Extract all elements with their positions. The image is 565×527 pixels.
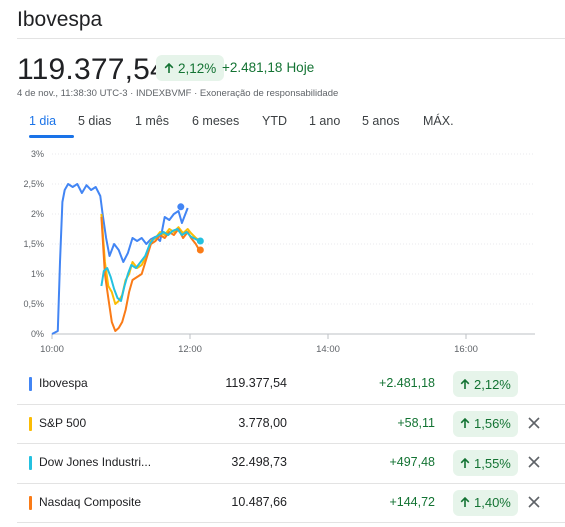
page-title: Ibovespa <box>17 8 103 31</box>
quote-timestamp: 4 de nov., 11:38:30 UTC-3 <box>17 88 128 99</box>
tab-ytd[interactable]: YTD <box>262 114 287 128</box>
title-divider <box>17 38 565 39</box>
series-color-marker <box>29 495 32 510</box>
intraday-chart[interactable]: 3% 2,5% 2% 1,5% 1% 0,5% 0% 10:00 12:00 14:00 16:00 <box>0 142 565 362</box>
exchange-label: INDEXBVMF <box>136 88 192 99</box>
x-tick-label: 10:00 <box>40 344 64 355</box>
y-tick-label: 3% <box>31 149 44 159</box>
tab-1-day[interactable]: 1 dia <box>29 114 57 128</box>
series-end-marker <box>196 237 204 245</box>
remove-comparison-icon[interactable] <box>525 414 543 432</box>
series-end-marker <box>196 246 204 254</box>
percent-change-badge: 2,12% <box>156 55 225 81</box>
arrow-up-icon <box>460 497 470 507</box>
arrow-up-icon <box>460 457 470 468</box>
comparison-table: Ibovespa 119.377,54 +2.481,18 2,12% S&P 500 3… <box>17 365 565 523</box>
instrument-value: 119.377,54 <box>225 376 287 390</box>
instrument-percent: 1,56% <box>474 416 511 431</box>
tab-5-years[interactable]: 5 anos <box>362 114 400 128</box>
tab-6-months[interactable]: 6 meses <box>192 114 240 128</box>
instrument-percent: 1,55% <box>474 455 511 471</box>
comparison-row[interactable]: Nasdaq Composite 10.487,66 +144,72 1,40% <box>17 484 565 523</box>
instrument-name: Dow Jones Industri... <box>39 455 152 469</box>
arrow-up-icon <box>460 378 470 389</box>
comparison-row[interactable]: S&P 500 3.778,00 +58,11 1,56% <box>17 405 565 444</box>
instrument-percent-badge: 1,56% <box>453 410 518 437</box>
series-line-0 <box>51 183 189 335</box>
quote-meta: 4 de nov., 11:38:30 UTC-3 · INDEXBVMF · … <box>17 88 339 99</box>
remove-comparison-icon[interactable] <box>525 493 543 511</box>
y-tick-label: 0,5% <box>23 299 44 309</box>
instrument-percent: 1,40% <box>474 495 511 510</box>
tab-max[interactable]: MÁX. <box>423 114 454 128</box>
instrument-change: +58,11 <box>397 415 435 430</box>
instrument-value: 10.487,66 <box>231 494 287 509</box>
series-end-marker <box>177 203 185 211</box>
instrument-percent-badge: 1,55% <box>453 450 518 476</box>
y-tick-label: 1% <box>31 269 44 279</box>
instrument-change: +2.481,18 <box>379 376 435 390</box>
instrument-change: +144,72 <box>389 494 435 509</box>
instrument-value: 32.498,73 <box>231 455 287 469</box>
absolute-change-value: +2.481,18 <box>222 60 283 75</box>
instrument-percent-badge: 1,40% <box>453 489 518 516</box>
absolute-change: +2.481,18 Hoje <box>222 60 314 75</box>
remove-comparison-icon[interactable] <box>525 453 543 471</box>
active-tab-indicator <box>29 135 74 138</box>
x-tick-label: 14:00 <box>316 344 340 355</box>
tab-5-days[interactable]: 5 dias <box>78 114 112 128</box>
tab-1-month[interactable]: 1 mês <box>135 114 170 128</box>
instrument-name: Ibovespa <box>39 376 88 390</box>
instrument-name: S&P 500 <box>39 415 87 430</box>
change-period-label: Hoje <box>286 60 315 75</box>
series-line-3 <box>100 216 201 332</box>
y-tick-label: 2,5% <box>23 179 44 189</box>
comparison-row[interactable]: Dow Jones Industri... 32.498,73 +497,48 1,5… <box>17 444 565 484</box>
meta-separator: · <box>194 88 198 99</box>
instrument-value: 3.778,00 <box>238 415 287 430</box>
instrument-change: +497,48 <box>389 455 435 469</box>
y-tick-label: 1,5% <box>23 239 44 249</box>
series-color-marker <box>29 456 32 470</box>
series-color-marker <box>29 377 32 391</box>
y-tick-label: 0% <box>31 329 44 339</box>
comparison-row[interactable]: Ibovespa 119.377,54 +2.481,18 2,12% <box>17 365 565 405</box>
percent-change-value: 2,12% <box>178 60 217 76</box>
x-tick-label: 16:00 <box>454 344 478 355</box>
arrow-up-icon <box>164 62 174 73</box>
arrow-up-icon <box>460 418 470 428</box>
instrument-percent: 2,12% <box>474 376 511 392</box>
series-line-1 <box>100 213 200 305</box>
disclaimer-link[interactable]: Exoneração de responsabilidade <box>199 88 339 99</box>
instrument-percent-badge: 2,12% <box>453 371 518 397</box>
series-color-marker <box>29 416 32 431</box>
y-tick-label: 2% <box>31 209 44 219</box>
x-tick-label: 12:00 <box>178 344 202 355</box>
instrument-name: Nasdaq Composite <box>39 494 142 509</box>
series-line-2 <box>100 228 200 302</box>
tab-1-year[interactable]: 1 ano <box>309 114 341 128</box>
current-price: 119.377,54 <box>17 53 167 86</box>
